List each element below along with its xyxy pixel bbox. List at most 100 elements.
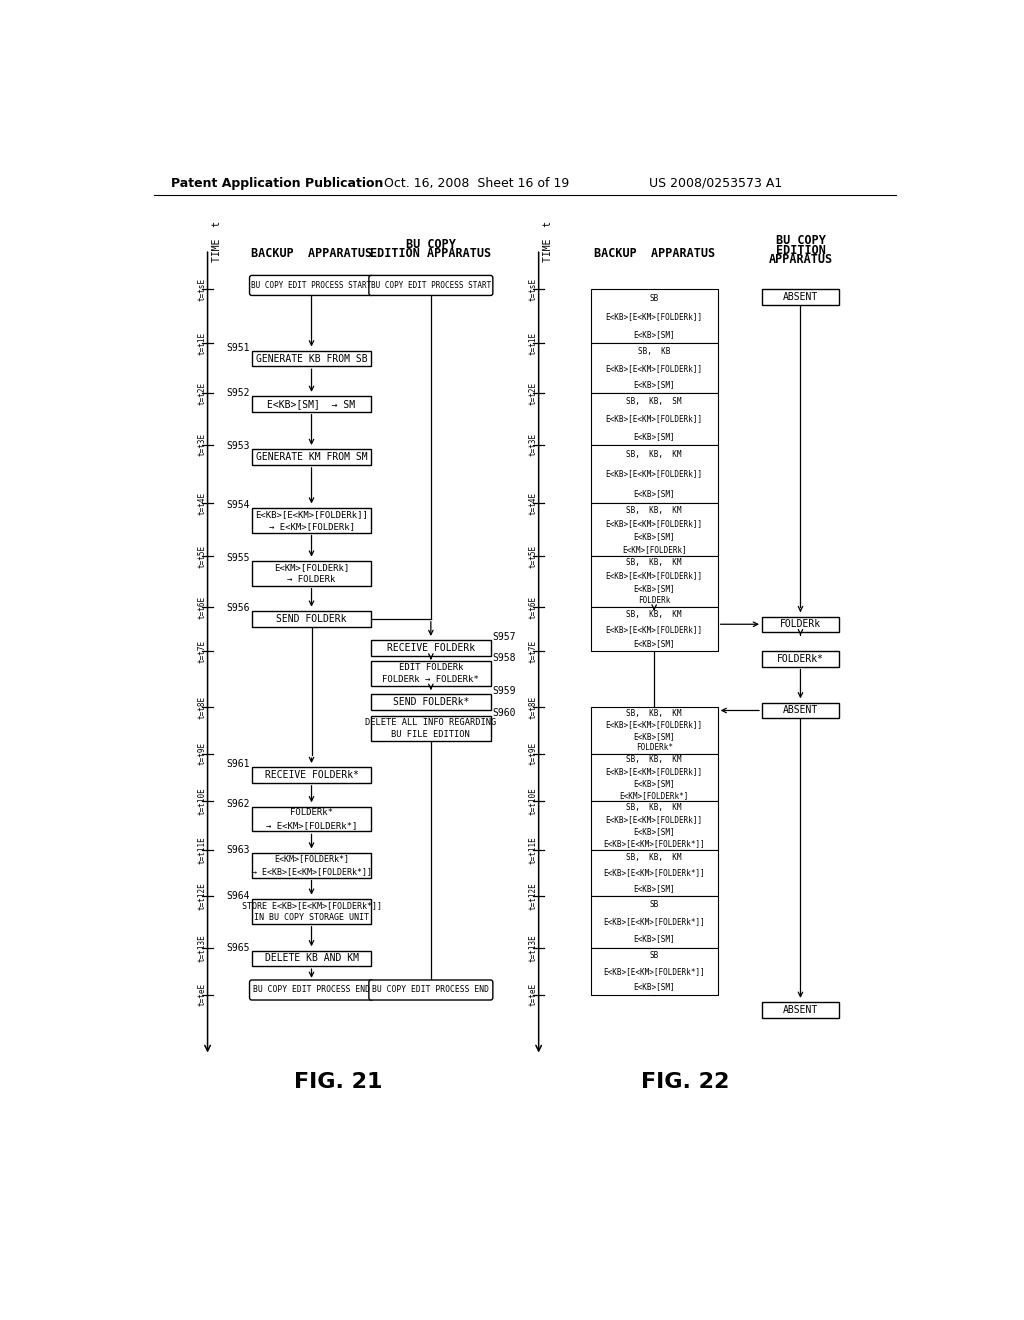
Text: FOLDERk*: FOLDERk* (777, 653, 824, 664)
Text: EDITION APPARATUS: EDITION APPARATUS (371, 247, 492, 260)
Text: SB,  KB,  KM: SB, KB, KM (627, 506, 682, 515)
Text: SB: SB (649, 900, 658, 909)
Text: E<KB>[E<KM>[FOLDERk*]]: E<KB>[E<KM>[FOLDERk*]] (603, 840, 706, 849)
Text: E<KB>[E<KM>[FOLDERk]]: E<KB>[E<KM>[FOLDERk]] (605, 814, 702, 824)
Text: S959: S959 (493, 686, 515, 696)
FancyBboxPatch shape (369, 276, 493, 296)
Bar (762, 702, 839, 718)
Text: APPARATUS: APPARATUS (768, 252, 833, 265)
Text: t=t13E: t=t13E (197, 933, 206, 961)
Text: E<KB>[SM]: E<KB>[SM] (634, 731, 675, 741)
Text: E<KB>[E<KM>[FOLDERk*]]: E<KB>[E<KM>[FOLDERk*]] (603, 917, 706, 927)
Text: E<KB>[SM]: E<KB>[SM] (634, 828, 675, 836)
Text: t=t5E: t=t5E (528, 545, 538, 568)
Text: t=t11E: t=t11E (528, 836, 538, 863)
Text: FOLDERk*: FOLDERk* (290, 808, 333, 817)
Text: EDIT FOLDERk: EDIT FOLDERk (398, 663, 463, 672)
Text: BU COPY: BU COPY (775, 234, 825, 247)
FancyBboxPatch shape (250, 979, 374, 1001)
Text: t=t11E: t=t11E (197, 836, 206, 863)
Bar (762, 289, 839, 305)
Text: t=tsE: t=tsE (197, 277, 206, 301)
Text: DELETE ALL INFO REGARDING: DELETE ALL INFO REGARDING (366, 718, 497, 726)
Text: S962: S962 (226, 799, 250, 809)
Text: t=t3E: t=t3E (197, 433, 206, 457)
Text: SB,  KB,  KM: SB, KB, KM (627, 558, 682, 568)
Text: t=t2E: t=t2E (197, 381, 206, 405)
Text: E<KB>[SM]: E<KB>[SM] (634, 380, 675, 389)
Text: EDITION: EDITION (775, 243, 825, 256)
Text: SB,  KB,  KM: SB, KB, KM (627, 755, 682, 764)
Text: E<KB>[SM]: E<KB>[SM] (634, 330, 675, 339)
Bar (252, 899, 371, 924)
Text: US 2008/0253573 A1: US 2008/0253573 A1 (649, 177, 782, 190)
Text: SB: SB (649, 294, 658, 302)
Text: BU COPY: BU COPY (406, 238, 456, 251)
Text: t=t8E: t=t8E (528, 696, 538, 719)
Bar (591, 708, 718, 754)
Text: E<KM>[FOLDERk]: E<KM>[FOLDERk] (273, 562, 349, 572)
Text: E<KB>[SM]: E<KB>[SM] (634, 532, 675, 541)
Text: t=t12E: t=t12E (528, 882, 538, 909)
Text: E<KB>[E<KM>[FOLDERk*]]: E<KB>[E<KM>[FOLDERk*]] (603, 869, 706, 878)
Bar (591, 343, 718, 393)
Text: S956: S956 (226, 603, 250, 612)
FancyBboxPatch shape (250, 276, 374, 296)
Text: t=t9E: t=t9E (197, 742, 206, 766)
Text: ABSENT: ABSENT (782, 1005, 818, 1015)
Bar (252, 561, 371, 586)
Text: SB: SB (649, 950, 658, 960)
Text: E<KB>[SM]: E<KB>[SM] (634, 779, 675, 788)
Text: t=teE: t=teE (197, 983, 206, 1006)
Text: SEND FOLDERk: SEND FOLDERk (276, 614, 347, 624)
Text: E<KB>[SM]: E<KB>[SM] (634, 639, 675, 648)
Text: S963: S963 (226, 845, 250, 855)
Text: t=t1E: t=t1E (197, 331, 206, 355)
Bar (252, 611, 371, 627)
Text: E<KB>[SM]  → SM: E<KB>[SM] → SM (267, 399, 355, 409)
Text: BU COPY EDIT PROCESS END: BU COPY EDIT PROCESS END (373, 986, 489, 994)
Text: BU COPY EDIT PROCESS END: BU COPY EDIT PROCESS END (253, 986, 370, 994)
Text: FIG. 21: FIG. 21 (294, 1072, 383, 1093)
Text: SB,  KB,  KM: SB, KB, KM (627, 709, 682, 718)
Text: t=t4E: t=t4E (197, 492, 206, 515)
Text: t=t7E: t=t7E (528, 640, 538, 663)
Text: S960: S960 (493, 708, 515, 718)
Text: E<KB>[E<KM>[FOLDERk]]: E<KB>[E<KM>[FOLDERk]] (605, 624, 702, 634)
Text: E<KB>[E<KM>[FOLDERk]]: E<KB>[E<KM>[FOLDERk]] (255, 510, 368, 519)
Text: t=t6E: t=t6E (197, 595, 206, 619)
Text: S957: S957 (493, 632, 515, 643)
Text: SB,  KB,  KM: SB, KB, KM (627, 450, 682, 459)
Text: Patent Application Publication: Patent Application Publication (171, 177, 383, 190)
Bar (252, 508, 371, 532)
Bar (252, 351, 371, 367)
Text: S953: S953 (226, 441, 250, 451)
Text: S965: S965 (226, 942, 250, 953)
Bar (371, 640, 490, 656)
Bar (252, 950, 371, 966)
Text: t=t1E: t=t1E (528, 331, 538, 355)
Text: S952: S952 (226, 388, 250, 399)
Text: t=t2E: t=t2E (528, 381, 538, 405)
Text: E<KB>[SM]: E<KB>[SM] (634, 490, 675, 498)
Text: → E<KB>[E<KM>[FOLDERk*]]: → E<KB>[E<KM>[FOLDERk*]] (252, 867, 372, 876)
Bar (591, 607, 718, 651)
Text: → E<KM>[FOLDERk*]: → E<KM>[FOLDERk*] (266, 821, 357, 830)
Text: t=t6E: t=t6E (528, 595, 538, 619)
Text: TIME  t: TIME t (212, 220, 222, 263)
Text: SB,  KB,  KM: SB, KB, KM (627, 803, 682, 812)
Text: E<KB>[SM]: E<KB>[SM] (634, 432, 675, 441)
Bar (252, 767, 371, 783)
Text: GENERATE KM FROM SM: GENERATE KM FROM SM (256, 453, 368, 462)
Text: t=t10E: t=t10E (528, 788, 538, 816)
Text: TIME  t: TIME t (544, 220, 553, 263)
Bar (371, 715, 490, 741)
Text: BU COPY EDIT PROCESS START: BU COPY EDIT PROCESS START (251, 281, 372, 290)
Text: ABSENT: ABSENT (782, 292, 818, 302)
Text: FOLDERk → FOLDERk*: FOLDERk → FOLDERk* (383, 676, 479, 684)
Text: E<KB>[E<KM>[FOLDERk]]: E<KB>[E<KM>[FOLDERk]] (605, 519, 702, 528)
Text: S954: S954 (226, 500, 250, 510)
Text: S955: S955 (226, 553, 250, 564)
Text: S964: S964 (226, 891, 250, 902)
Bar (591, 948, 718, 995)
